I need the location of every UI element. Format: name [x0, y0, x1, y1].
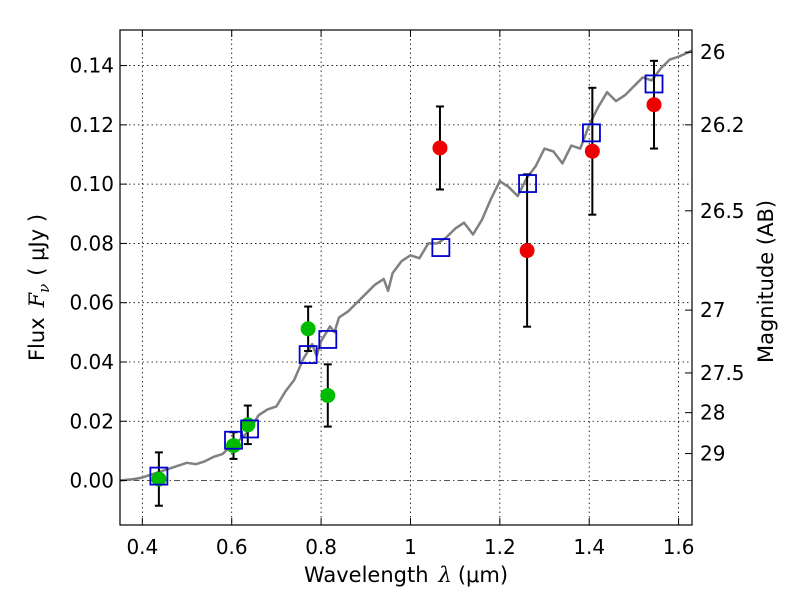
ground-point	[226, 438, 242, 454]
y2-axis-label: Magnitude (AB)	[754, 200, 778, 363]
y2-tick-label: 26.5	[700, 199, 745, 223]
synthetic-point	[240, 419, 259, 439]
y2-tick-label: 26.2	[700, 113, 745, 137]
x-tick-label: 1.2	[484, 535, 516, 559]
ground-point	[320, 387, 336, 403]
y2-tick-label: 26	[700, 40, 725, 64]
synthetic-point	[582, 123, 601, 143]
synthetic-point	[518, 174, 537, 193]
series-layer	[119, 49, 693, 507]
y2-tick-label: 27	[700, 298, 725, 322]
grid	[120, 30, 692, 525]
hst-point	[646, 97, 662, 113]
y-tick-label: 0.08	[69, 231, 114, 255]
y-tick-label: 0.06	[69, 291, 114, 315]
x-axis-label: Wavelength λ (μm)	[304, 563, 508, 587]
x-tick-label: 1.6	[663, 535, 695, 559]
y-tick-label: 0.12	[69, 113, 114, 137]
x-tick-label: 1.4	[573, 535, 605, 559]
y-tick-label: 0.10	[69, 172, 114, 196]
y-tick-label: 0.14	[69, 54, 114, 78]
y2-tick-label: 29	[700, 442, 725, 466]
x-tick-label: 0.6	[216, 535, 248, 559]
y-tick-label: 0.04	[69, 350, 114, 374]
y2-tick-label: 27.5	[700, 361, 745, 385]
x-tick-label: 1	[404, 535, 417, 559]
ticks: 0.4 0.6 0.8 1 1.2 1.4 1.6 0.00 0.02 0.04 0.06 0.08 0…	[69, 30, 745, 559]
y-tick-label: 0.00	[69, 469, 114, 493]
ground-point	[151, 471, 167, 487]
x-tick-label: 0.8	[305, 535, 337, 559]
hst-point	[519, 243, 535, 259]
ground-point	[300, 321, 316, 337]
synthetic-point	[149, 466, 169, 486]
x-tick-label: 0.4	[126, 535, 158, 559]
model-spectrum-line	[119, 49, 693, 482]
hst-point	[432, 140, 448, 156]
hst-point	[584, 143, 600, 159]
synthetic-point	[644, 74, 664, 94]
synthetic-point	[431, 238, 451, 257]
synthetic-point	[298, 345, 318, 364]
synthetic-point	[318, 330, 338, 349]
y-tick-label: 0.02	[69, 409, 114, 433]
y2-tick-label: 28	[700, 401, 725, 425]
synthetic-point	[224, 430, 243, 450]
y-axis-label: FluxFν( μJy )	[25, 214, 53, 361]
plot-frame	[119, 29, 693, 526]
